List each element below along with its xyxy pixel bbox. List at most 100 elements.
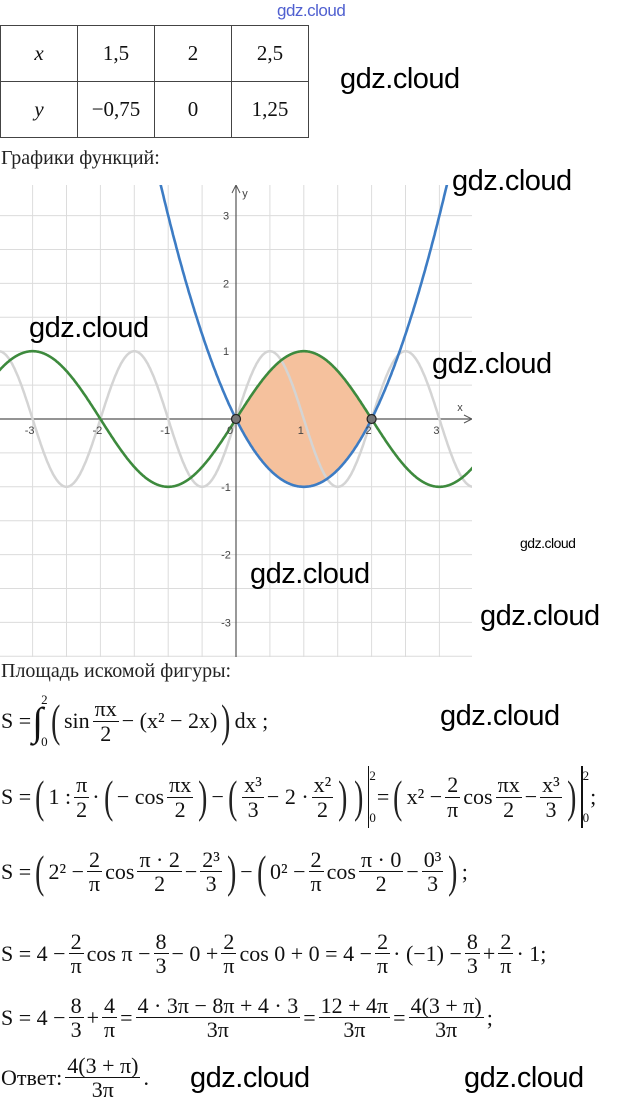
fraction: 2³ 3 [200,848,222,895]
denominator: 3π [206,1017,229,1043]
math-text: = [303,1004,316,1030]
watermark: gdz.cloud [250,558,370,590]
curve-1 [159,185,449,489]
parenthesis: ) [198,771,208,822]
watermark: gdz.cloud [29,312,149,344]
lower-limit: 0 [582,810,590,825]
table-cell: 0 [154,81,232,138]
numerator: 2 [375,929,391,955]
denominator: 2 [100,720,112,746]
denominator: π [500,953,512,979]
math-text: S = [1,858,32,884]
upper-limit: 2 [369,768,376,783]
fraction: πx 2 [92,697,119,746]
denominator: 2 [375,871,387,897]
denominator: π [447,796,459,822]
math-text: + [482,940,496,966]
watermark: gdz.cloud [432,348,552,380]
fraction: πx 2 [167,773,194,822]
fraction: πx 2 [495,772,522,821]
denominator: 3 [427,871,439,897]
integral-symbol: ∫ [32,698,44,744]
math-text: · 1; [516,940,547,966]
watermark: gdz.cloud [340,63,460,95]
denominator: 3 [545,796,557,822]
y-axis-arrow [231,185,241,194]
math-text: 2² − [48,858,84,884]
math-text: 0² − [269,858,306,884]
math-text: S = 4 − [1,940,66,966]
numerator: 4(3 + π) [408,993,484,1019]
math-text: sin [63,708,90,733]
math-text: S = [1,708,32,733]
watermark: gdz.cloud [520,535,576,551]
math-text: S = [1,784,32,809]
fraction: 4(3 + π) 3π [408,993,484,1041]
math-text: − [524,784,538,809]
denominator: π [89,871,101,897]
lower-limit: 0 [369,810,376,825]
numerator: x³ [540,772,562,798]
math-text: − [211,784,224,809]
x-tick-label: -1 [160,425,170,437]
math-text: − [240,858,253,884]
watermark: gdz.cloud [277,1,346,20]
math-text: cos [463,784,493,809]
x-tick-label: 1 [298,425,304,437]
parenthesis: ( [35,771,45,822]
formula-substitution: S =(2² −2 π cos π · 2 2−2³ 3) −(0² −2 π cos π · 0… [0,848,469,895]
parenthesis: ) [448,845,458,897]
math-text: . [143,1064,149,1090]
parenthesis: ( [50,695,60,746]
math-text: · (−1) − [393,940,462,966]
numerator: 4(3 + π) [65,1053,141,1079]
math-text: dx ; [234,708,269,733]
bar-line [581,766,583,828]
y-tick-label: 1 [223,346,229,358]
watermark: gdz.cloud [464,1062,584,1094]
denominator: π [310,871,322,897]
math-text: cos [326,858,356,884]
math-text: + [86,1004,99,1030]
table-row: x 1,5 2 2,5 [0,25,309,82]
denominator: π [70,953,82,979]
watermark: gdz.cloud [440,700,560,732]
intersection-point [366,413,377,425]
table-cell: 1,5 [77,25,155,82]
denominator: 3π [343,1017,366,1043]
math-text: − [406,858,419,884]
parenthesis: ( [103,771,113,822]
upper-limit: 2 [582,768,590,783]
math-text: = [376,784,390,809]
parenthesis: ) [338,771,348,822]
table-cell: 1,25 [231,81,309,138]
answer: Ответ: 4(3 + π) 3π. [0,1054,150,1101]
math-text: ; [486,1004,493,1030]
denominator: π [377,953,389,979]
math-text: · [92,784,100,809]
math-text: − cos [116,784,165,809]
numerator: πx [495,772,522,798]
formula-antiderivative: S =(1 : π 2 ·(− cos πx 2) −(x³ 3− 2 · x² 2)) 2 0 =(x… [0,766,597,828]
denominator: 3 [155,953,167,979]
formula-evaluation: S = 4 −2 π cos π −8 3− 0 +2 π cos 0 + 0 = 4 −… [0,930,547,977]
graphs-heading: Графики функций: [1,147,160,169]
x-axis-label: x [457,402,463,414]
fraction: 4(3 + π) 3π [65,1053,141,1103]
numerator: 2 [68,929,84,955]
bar-line [367,766,370,828]
fraction: 4 · 3π − 8π + 4 · 3 3π [135,994,301,1043]
denominator: 3π [91,1077,114,1103]
numerator: 2 [87,847,103,873]
function-graph: -3 -2 -1 0 1 2 3 3 2 1 -1 -2 -3 x y [0,185,472,657]
numerator: 12 + 4π [318,993,391,1019]
parenthesis: ( [393,771,403,822]
denominator: 2 [174,796,186,822]
denominator: 2 [154,871,166,897]
